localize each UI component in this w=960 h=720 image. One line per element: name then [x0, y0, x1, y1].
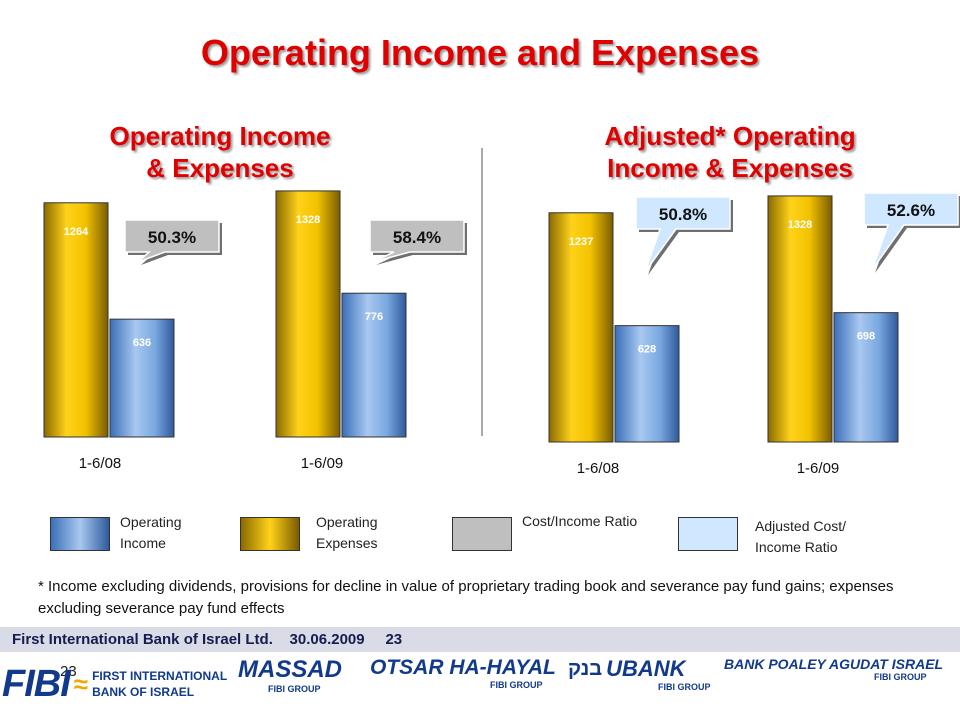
charts-svg: 1264 636 50.3% 1-6/08 1328 776 58.4% 1-6/09 1237…: [43, 148, 960, 477]
footer-page: 23: [385, 631, 403, 648]
category-label: 1-6/08: [79, 455, 122, 472]
ubank-logo-row: בנק UBANK: [568, 656, 686, 682]
legend-swatch-cost-income-ratio: [452, 517, 512, 551]
poaley-logo: BANK POALEY AGUDAT ISRAEL FIBI GROUP: [724, 656, 958, 712]
category-label: 1-6/09: [301, 455, 344, 472]
left-chart-title-line1: Operating Income: [109, 121, 331, 151]
first-international-name: FIRST INTERNATIONAL BANK OF ISRAEL: [92, 668, 227, 700]
bar-operating-income: [833, 312, 899, 443]
otsar-logo: OTSAR HA-HAYAL FIBI GROUP: [370, 656, 562, 712]
otsar-group-text: FIBI GROUP: [490, 680, 543, 690]
bar-label-operating-income: 628: [638, 344, 656, 356]
category-label: 1-6/09: [797, 460, 840, 477]
ratio-label: 50.3%: [148, 228, 196, 247]
callout-bubble: [863, 192, 959, 271]
massad-logo-text: MASSAD: [238, 656, 343, 683]
ubank-group-text: FIBI GROUP: [658, 682, 711, 692]
bar-operating-expenses: [275, 190, 341, 438]
bar-operating-expenses: [43, 202, 109, 438]
footer-date: 30.06.2009: [289, 631, 365, 648]
slide-title: Operating Income and Expenses: [200, 32, 760, 73]
poaley-group-text: FIBI GROUP: [874, 672, 927, 682]
legend-label-operating-expenses: Operating Expenses: [316, 514, 378, 551]
footer-company: First International Bank of Israel Ltd.: [12, 631, 273, 648]
footnote: * Income excluding dividends, provisions…: [38, 578, 894, 617]
footer-text: First International Bank of Israel Ltd. …: [12, 631, 402, 648]
left-chart-title: Operating Income & Expenses: [60, 120, 380, 184]
right-chart-title-line2: Income & Expenses: [607, 153, 853, 183]
legend-swatch-adjusted-cost-income-ratio: [678, 517, 738, 551]
left-chart-title-line2: & Expenses: [146, 153, 294, 183]
callout-bubble: [369, 219, 465, 263]
bar-label-operating-expenses: 1264: [64, 226, 89, 238]
first-international-line1: FIRST INTERNATIONAL: [92, 669, 228, 683]
bar-operating-expenses: [548, 212, 614, 443]
bar-label-operating-income: 698: [857, 331, 875, 343]
first-international-line2: BANK OF ISRAEL: [92, 685, 195, 699]
right-chart-title: Adjusted* Operating Income & Expenses: [560, 120, 900, 184]
fibi-logo: FIBI ≈ FIRST INTERNATIONAL BANK OF ISRAE…: [2, 656, 230, 712]
fibi-logo-text: FIBI: [2, 662, 71, 705]
ubank-logo-text: UBANK: [606, 656, 686, 681]
ratio-label: 50.8%: [659, 205, 707, 224]
bar-operating-income: [109, 318, 175, 438]
legend-swatch-operating-expenses: [240, 517, 300, 551]
bar-label-operating-income: 636: [133, 337, 151, 349]
legend-label-operating-income: Operating Income: [120, 514, 182, 551]
bar-label-operating-expenses: 1328: [788, 219, 812, 231]
massad-group-text: FIBI GROUP: [268, 684, 321, 694]
poaley-logo-text: BANK POALEY AGUDAT ISRAEL: [724, 656, 944, 672]
bar-operating-expenses: [767, 195, 833, 443]
ubank-logo: בנק UBANK FIBI GROUP: [568, 656, 718, 712]
bar-label-operating-expenses: 1237: [569, 236, 593, 248]
ratio-label: 52.6%: [887, 201, 935, 220]
bar-label-operating-income: 776: [365, 311, 383, 323]
bar-label-operating-expenses: 1328: [296, 214, 320, 226]
massad-logo: MASSAD FIBI GROUP: [238, 656, 366, 712]
category-label: 1-6/08: [577, 460, 620, 477]
ratio-label: 58.4%: [393, 228, 441, 247]
legend-label-cost-income-ratio: Cost/Income Ratio: [522, 513, 638, 529]
page-number-repeat: 23: [60, 663, 77, 680]
callout-bubble: [124, 219, 220, 263]
otsar-logo-text: OTSAR HA-HAYAL: [370, 656, 556, 679]
bar-operating-income: [341, 292, 407, 438]
fibi-swirl-icon: ≈: [73, 668, 89, 699]
legend-label-adjusted-cost-income-ratio: Adjusted Cost/ Income Ratio: [755, 518, 847, 555]
ubank-hebrew-text: בנק: [568, 657, 603, 680]
bar-operating-income: [614, 325, 680, 443]
callout-bubble: [635, 196, 731, 273]
legend-swatch-operating-income: [50, 517, 110, 551]
footer-bar: [0, 627, 960, 652]
right-chart-title-line1: Adjusted* Operating: [604, 121, 856, 151]
